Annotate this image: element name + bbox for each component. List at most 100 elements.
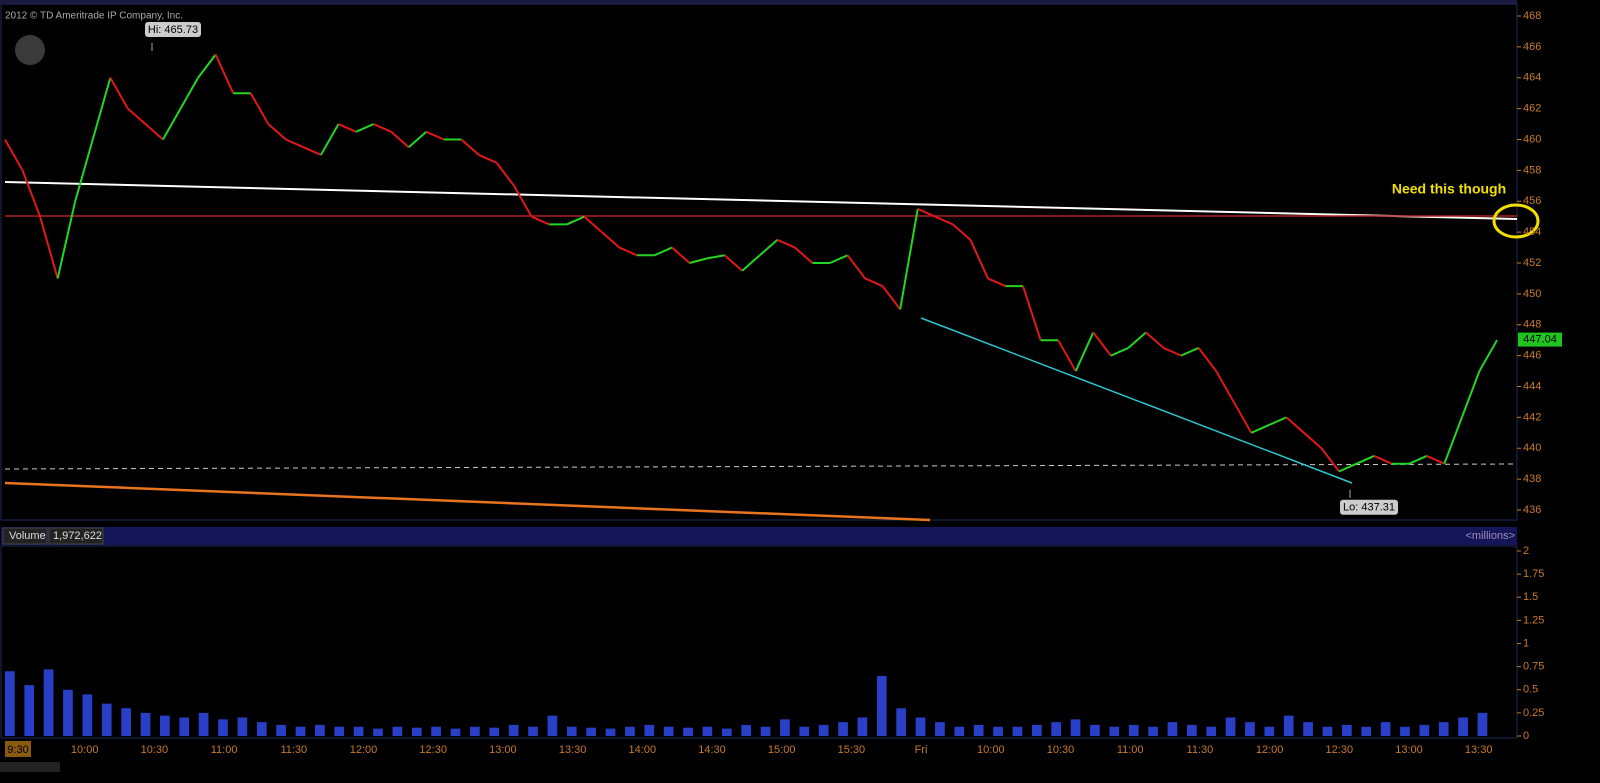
price-segment: [285, 138, 304, 149]
volume-bar: [295, 726, 306, 736]
x-tick-label: 13:30: [1465, 744, 1493, 756]
price-segment: [776, 238, 796, 249]
volume-bar: [63, 689, 73, 736]
volume-bar: [1264, 726, 1275, 736]
volume-bar: [1128, 724, 1139, 736]
price-segment: [689, 257, 708, 264]
volume-bar: [1012, 726, 1023, 736]
volume-bar: [1031, 724, 1042, 736]
volume-bar: [431, 726, 441, 736]
volume-panel: [0, 545, 1518, 739]
volume-bar: [915, 717, 926, 736]
price-segment: [1057, 339, 1077, 372]
y-tick-label: 1.25: [1523, 614, 1544, 626]
volume-bar: [935, 722, 945, 736]
x-tick-label: 12:30: [419, 744, 447, 756]
volume-bar: [1361, 726, 1372, 736]
price-segment: [495, 162, 515, 187]
y-tick-label: 466: [1523, 41, 1541, 53]
price-segment: [1215, 370, 1235, 403]
volume-bar: [663, 726, 674, 736]
price-segment: [1268, 416, 1287, 427]
y-tick-label: 0.75: [1523, 661, 1544, 673]
annotation: Need this though: [1392, 181, 1506, 197]
volume-bar: [1225, 717, 1236, 736]
price-segment: [934, 215, 954, 226]
volume-bar: [198, 712, 209, 736]
y-tick-label: 464: [1523, 72, 1541, 84]
price-segment: [1356, 455, 1375, 465]
x-tick-label: 10:00: [977, 744, 1005, 756]
price-segment: [759, 239, 778, 257]
x-tick-label: 13:00: [489, 744, 517, 756]
price-segment: [618, 246, 638, 257]
price-segment: [373, 123, 392, 133]
y-tick-label: 442: [1523, 411, 1541, 423]
volume-bar: [121, 708, 131, 736]
volume-total-box: [48, 527, 104, 545]
trend-line: [4, 181, 1518, 220]
x-tick-label: Fri: [915, 744, 928, 756]
price-segment: [741, 254, 761, 272]
volume-bar: [1477, 712, 1488, 736]
y-tick-label: 454: [1523, 226, 1541, 238]
y-tick-label: 0.5: [1523, 684, 1538, 696]
volume-bar: [140, 712, 151, 736]
price-segment: [91, 77, 112, 140]
x-tick-label: 11:30: [1187, 744, 1214, 756]
volume-bar: [276, 724, 286, 736]
price-segment: [601, 231, 621, 249]
volume-tab: [2, 527, 48, 545]
volume-bar: [993, 726, 1003, 736]
volume-bar: [780, 719, 790, 736]
last-price-box: [1518, 332, 1562, 347]
price-segment: [864, 277, 884, 288]
volume-bar: [101, 703, 112, 736]
price-segment: [1426, 455, 1445, 465]
volume-bar: [1109, 726, 1120, 736]
x-tick-label: 11:00: [211, 744, 238, 756]
price-segment: [1145, 331, 1165, 349]
volume-title: Volume: [9, 530, 46, 542]
toolbar: [0, 762, 60, 772]
y-tick-label: 444: [1523, 380, 1541, 392]
volume-bar: [973, 724, 984, 736]
price-segment: [706, 254, 725, 260]
volume-units: <millions>: [1465, 530, 1515, 542]
volume-bar: [644, 724, 655, 736]
price-segment: [671, 246, 691, 264]
price-segment: [408, 131, 427, 148]
price-segment: [1285, 416, 1305, 434]
volume-bar: [1322, 726, 1333, 736]
price-segment: [267, 123, 287, 141]
price-segment: [478, 154, 497, 164]
volume-bar: [82, 694, 93, 736]
volume-bar: [1148, 726, 1158, 736]
x-tick-label: 10:00: [71, 744, 99, 756]
volume-bar: [411, 727, 422, 736]
volume-bar: [43, 669, 54, 736]
x-tick-label: 13:30: [559, 744, 587, 756]
price-segment: [513, 185, 533, 218]
volume-bar: [1167, 722, 1178, 736]
volume-bar: [1186, 724, 1197, 736]
price-segment: [197, 53, 217, 79]
volume-bar: [315, 724, 325, 736]
high-label: Hi: 465.73: [148, 24, 198, 36]
volume-bar: [334, 726, 345, 736]
volume-bar: [760, 726, 771, 736]
x-tick-label: 15:00: [768, 744, 796, 756]
price-segment: [1303, 432, 1323, 450]
x-tick-label: 10:30: [141, 744, 169, 756]
copyright: 2012 © TD Ameritrade IP Company, Inc.: [5, 11, 183, 22]
y-tick-label: 0.25: [1523, 707, 1544, 719]
x-tick-label: 12:00: [350, 744, 378, 756]
x-tick-label: 11:00: [1117, 744, 1144, 756]
price-segment: [302, 146, 322, 156]
y-tick-label: 2: [1523, 545, 1529, 557]
price-segment: [109, 77, 129, 110]
high-box: [145, 22, 201, 38]
volume-bar: [1303, 722, 1313, 736]
price-segment: [952, 223, 972, 241]
